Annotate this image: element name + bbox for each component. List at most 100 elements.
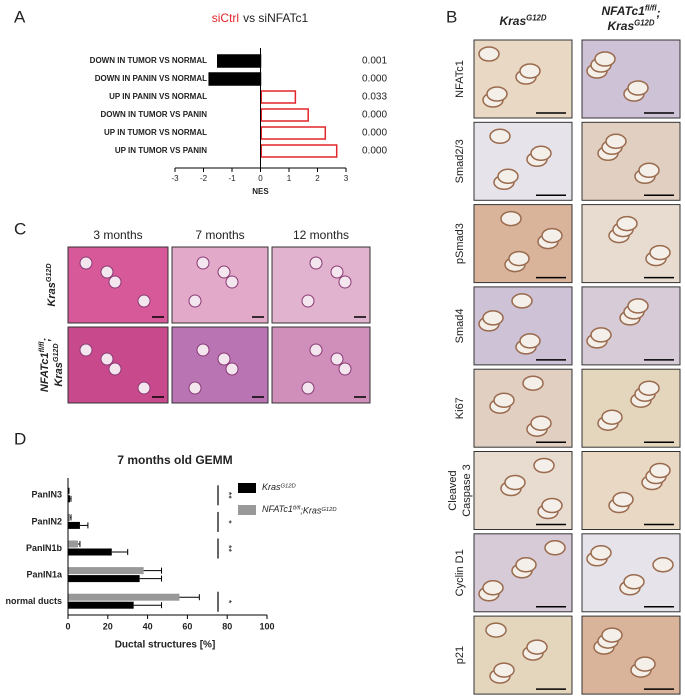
tissue-detail [188,294,202,308]
bar [68,513,70,521]
superscript: G12D [526,14,547,23]
bar [68,601,134,609]
x-tick-label: -2 [200,174,208,183]
gland [482,310,504,326]
column-label: 12 months [293,228,349,242]
x-tick-label: 3 [344,174,349,183]
tissue-detail [301,381,315,395]
gland [634,656,656,672]
bar [68,548,112,556]
tissue-detail [79,343,93,357]
x-tick-label: 80 [222,621,232,631]
gland [489,128,511,145]
category-label: DOWN IN TUMOR VS PANIN [100,110,207,119]
gland [541,227,563,244]
row-label: pSmad3 [454,223,466,264]
column-label: 7 months [195,228,244,242]
gland [508,250,530,267]
tissue-detail [188,381,202,395]
gland [627,298,649,314]
gland [652,557,674,573]
category-label: UP IN TUMOR VS NORMAL [104,128,207,137]
gland [649,462,671,479]
category-label: DOWN IN PANIN VS NORMAL [95,74,207,83]
panel-letter: D [14,429,26,448]
label-part: ;Kras [300,506,322,516]
category-label: UP IN TUMOR VS PANIN [115,146,207,155]
tissue-detail [108,275,122,289]
tissue-detail [196,343,210,357]
category-label: PanIN2 [31,516,62,526]
category-label: PanIN1b [26,543,63,553]
label: NFATc1fl/fl; [601,4,660,21]
x-tick-label: 1 [287,174,292,183]
micrograph [171,246,269,324]
significance: ** [224,492,234,500]
panel-letter: B [446,7,457,26]
gland [504,474,526,491]
gland [638,162,660,179]
category-label: PanIN1a [26,569,63,579]
bar [68,575,140,583]
gland [519,63,541,79]
significance: * [224,600,234,604]
label-part: ; [41,338,53,342]
gland [533,457,555,474]
gland [522,375,544,391]
label: KrasG12D [52,343,65,386]
row-label: Cyclin D1 [454,549,466,596]
label: NFATc1fl/fl; [38,338,53,392]
tissue-detail [225,362,239,376]
tissue-detail [301,294,315,308]
superscript: G12D [281,483,297,489]
gland [526,639,548,655]
gland [590,327,612,343]
title-part: vs siNFATc1 [243,11,308,25]
micrograph [581,204,681,284]
gland [500,210,522,227]
x-tick-label: 20 [103,621,113,631]
gland [493,662,515,678]
gland [486,86,508,102]
bar [260,144,338,158]
gland [511,293,533,309]
row-label: p21 [454,646,466,664]
significance: ** [224,545,234,553]
gland [638,380,660,396]
gland [590,545,612,561]
bar [260,90,297,104]
label: KrasG12D [262,482,297,492]
gland [623,574,645,590]
panel-letter: C [14,219,26,238]
superscript: G12D [634,19,655,28]
gland [605,133,627,150]
title-part: siCtrl [212,11,239,25]
chart-title: 7 months old GEMM [117,453,232,467]
tissue-detail [217,265,231,279]
x-tick-label: 60 [182,621,192,631]
superscript: G12D [52,343,60,362]
x-axis-label: Ductal structures [%] [115,640,216,651]
label-part: NFATc1 [39,352,51,392]
micrograph [581,286,681,366]
bar [68,593,180,601]
annotation: 0.001 [362,56,387,67]
annotation: 0.000 [362,74,387,85]
superscript: fl/fl [645,4,658,13]
gland [541,497,563,514]
micrograph [581,121,681,201]
gland [530,415,552,431]
label-part: Kras [262,482,281,492]
micrograph [473,121,573,201]
x-tick-label: 0 [65,621,70,631]
bar [68,521,80,529]
row-label: NFATc1 [454,60,466,98]
gland [493,392,515,408]
micrograph [473,451,573,530]
gland [485,622,507,638]
bar [68,495,70,503]
tissue-detail [196,256,210,270]
x-tick-label: -3 [171,174,179,183]
label: KrasG12D [499,14,546,29]
label-part: NFATc1 [601,4,645,18]
